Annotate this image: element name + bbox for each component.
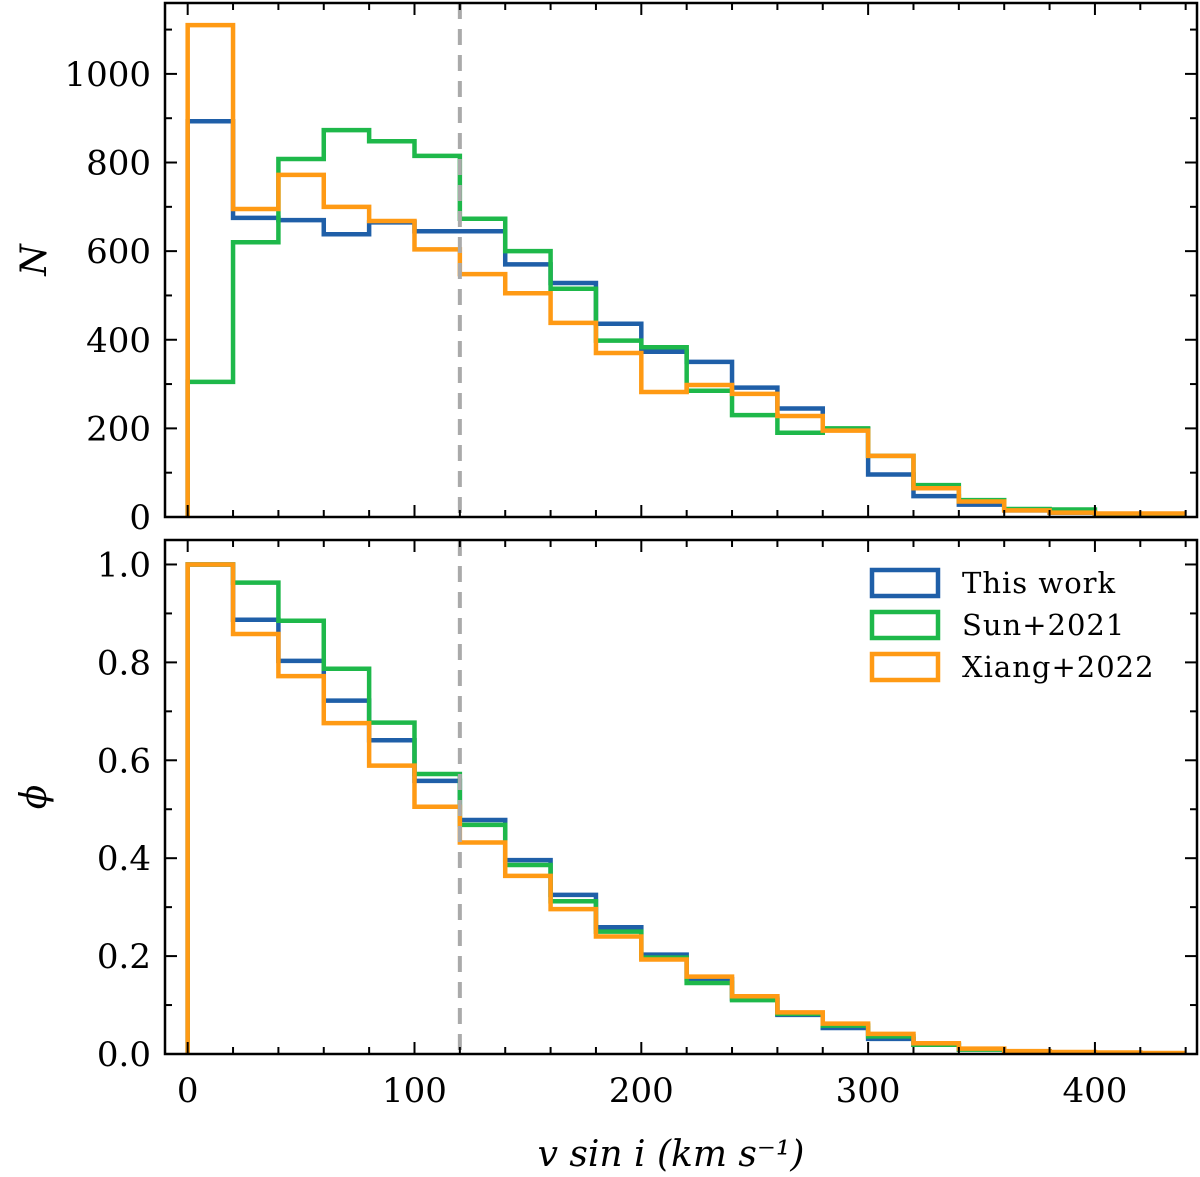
legend-swatch-sun-2021 — [869, 609, 941, 641]
legend-swatch-this-work — [869, 567, 941, 599]
y-tick-label: 1.0 — [97, 545, 151, 585]
legend-swatch-xiang-2022 — [869, 651, 941, 683]
x-tick-label: 200 — [609, 1071, 674, 1111]
y-tick-label: 1000 — [64, 55, 151, 95]
y-tick-label: 0.0 — [97, 1035, 151, 1075]
series-line-sun-2021 — [185, 127, 1186, 517]
legend-label-xiang-2022: Xiang+2022 — [962, 650, 1155, 684]
y-tick-label: 0.2 — [97, 937, 151, 977]
series-line-xiang-2022 — [185, 22, 1186, 517]
series-line-this-work — [185, 119, 1186, 517]
y-tick-label: 0.4 — [97, 839, 151, 879]
legend-label-this-work: This work — [962, 566, 1116, 600]
x-tick-label: 400 — [1062, 1071, 1127, 1111]
y-tick-label: 0.6 — [97, 741, 151, 781]
legend-label-sun-2021: Sun+2021 — [962, 608, 1125, 642]
axes-frame — [163, 538, 1199, 1056]
series-group — [185, 22, 1186, 517]
x-tick-label: 100 — [382, 1071, 447, 1111]
y-axis-label: N — [14, 243, 55, 277]
y-tick-label: 0 — [129, 498, 151, 538]
panel-top-histogram: 0 200 400 600 800 1000 N — [14, 1, 1199, 538]
y-tick-label: 600 — [86, 232, 151, 272]
axes-frame — [163, 1, 1199, 519]
x-tick-label: 0 — [177, 1071, 199, 1111]
y-axis-label: ϕ — [14, 785, 55, 810]
legend: This work Sun+2021 Xiang+2022 — [869, 566, 1155, 684]
y-tick-label: 400 — [86, 321, 151, 361]
y-tick-label: 200 — [86, 409, 151, 449]
panel-bottom-cumulative: 0.0 0.2 0.4 0.6 0.8 1.0 0 100 200 300 400 ϕ v sin i … — [14, 538, 1199, 1175]
x-axis-label: v sin i (km s⁻¹) — [538, 1134, 805, 1175]
x-tick-label: 300 — [836, 1071, 901, 1111]
y-tick-label: 800 — [86, 144, 151, 184]
y-tick-label: 0.8 — [97, 643, 151, 683]
